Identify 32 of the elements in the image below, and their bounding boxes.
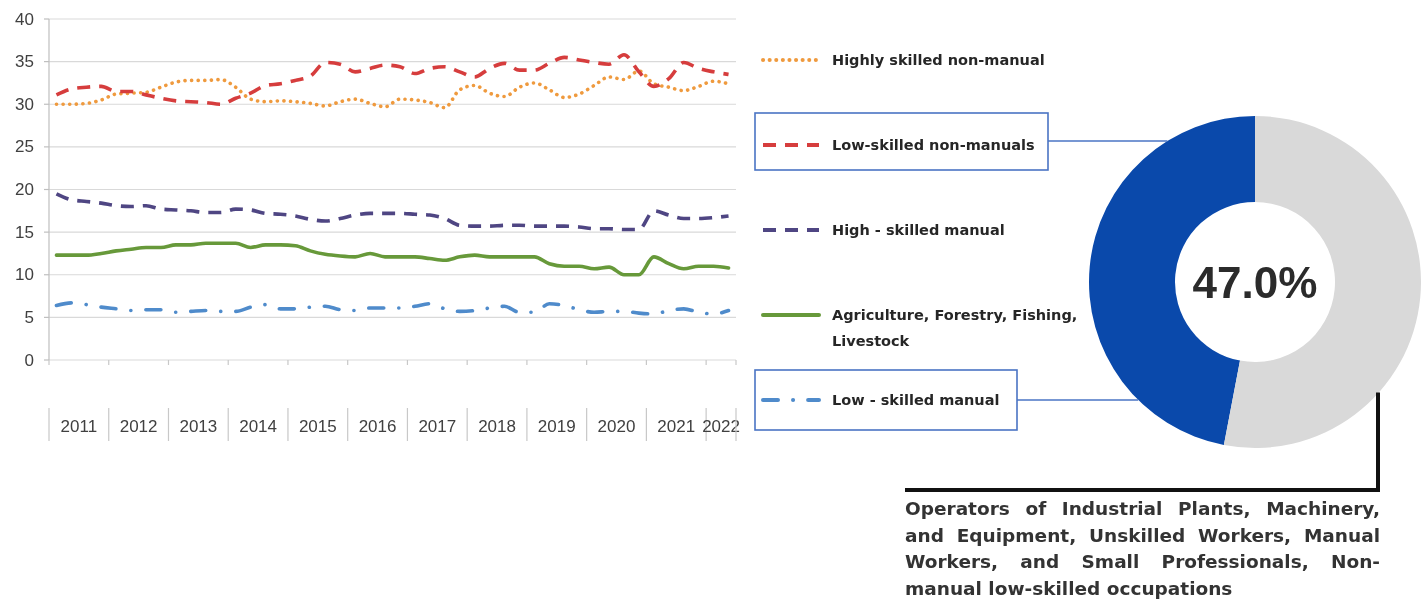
x-tick-label: 2016	[358, 416, 397, 436]
x-tick-label: 2017	[418, 416, 457, 436]
y-tick-label: 35	[15, 52, 34, 72]
legend-label: High - skilled manual	[832, 222, 1005, 238]
x-tick-label: 2012	[119, 416, 158, 436]
x-tick-label: 2015	[298, 416, 337, 436]
line-series	[54, 53, 731, 107]
x-tick-label: 2014	[239, 416, 277, 436]
y-tick-label: 40	[15, 9, 34, 29]
legend-label: Highly skilled non-manual	[832, 52, 1045, 68]
line-series	[54, 191, 731, 232]
legend-label: Agriculture, Forestry, Fishing, Livestock	[832, 307, 1078, 349]
x-tick-label: 2011	[60, 416, 98, 436]
x-tick-label: 2018	[478, 416, 516, 436]
y-tick-label: 20	[15, 180, 34, 199]
y-tick-label: 30	[15, 94, 34, 114]
text: 47.0%	[1192, 257, 1318, 307]
category-label: Operators of Industrial Plants, Machinery, and Equipment, Unskilled Workers, Manual Workers, and Small Professionals, Non-manual low-skilled occupations	[905, 498, 1381, 599]
y-tick-label: 5	[24, 307, 34, 327]
x-tick-label: 2020	[597, 416, 636, 436]
y-tick-label: 0	[24, 350, 34, 370]
line-series	[54, 301, 731, 316]
line-series	[54, 241, 731, 277]
y-tick-label: 15	[15, 222, 34, 242]
x-tick-label: 2022	[702, 416, 740, 436]
x-tick-label: 2021	[657, 416, 696, 436]
legend-label: Low-skilled non-manuals	[832, 137, 1035, 153]
x-tick-label: 2019	[537, 416, 576, 436]
y-tick-label: 10	[15, 265, 34, 285]
legend-label: Low - skilled manual	[832, 392, 1000, 408]
y-tick-label: 25	[15, 137, 34, 157]
x-tick-label: 2013	[179, 416, 218, 436]
